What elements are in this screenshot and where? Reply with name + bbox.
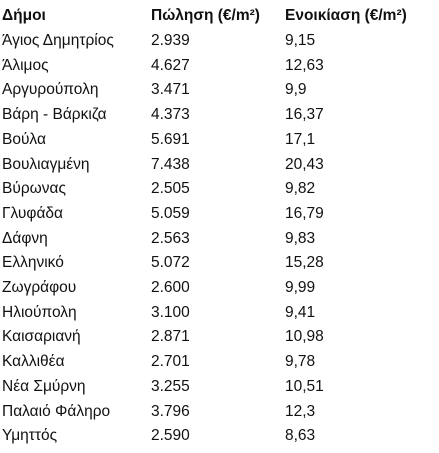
column-header: Δήμοι [2, 7, 46, 24]
value-cell: 2.590 [151, 427, 190, 445]
value-cell: 9,99 [285, 279, 316, 296]
value-cell: 3.255 [151, 377, 190, 395]
value-cell: 3.100 [151, 303, 190, 321]
value-cell: 9,9 [285, 81, 307, 99]
value-cell: 16,79 [285, 204, 324, 222]
value-cell: 2.505 [151, 180, 190, 198]
municipality-cell: Ζωγράφου [2, 279, 77, 296]
value-cell: 2.600 [151, 279, 190, 296]
value-cell: 2.563 [151, 229, 190, 247]
municipality-cell: Βούλα [2, 130, 46, 148]
municipality-cell: Παλαιό Φάληρο [2, 402, 111, 420]
municipality-cell: Ελληνικό [2, 254, 64, 272]
municipality-cell: Ηλιούπολη [2, 303, 77, 321]
municipality-cell: Καισαριανή [2, 328, 81, 346]
column-header: Ενοικίαση (€/m²) [285, 7, 407, 24]
municipality-cell: Άλιμος [2, 56, 49, 74]
value-cell: 5.072 [151, 254, 190, 272]
value-cell: 9,41 [285, 303, 316, 321]
value-cell: 3.471 [151, 81, 190, 99]
value-cell: 12,3 [285, 402, 316, 420]
value-cell: 9,83 [285, 229, 316, 247]
value-cell: 10,51 [285, 377, 324, 395]
value-cell: 15,28 [285, 254, 324, 272]
value-cell: 4.627 [151, 56, 190, 74]
municipality-cell: Γλυφάδα [2, 204, 63, 222]
value-cell: 8,63 [285, 427, 316, 445]
municipality-cell: Καλλιθέα [2, 353, 65, 371]
value-cell: 12,63 [285, 56, 324, 74]
value-cell: 9,82 [285, 180, 316, 198]
value-cell: 16,37 [285, 106, 324, 124]
municipality-cell: Βύρωνας [2, 180, 66, 198]
value-cell: 20,43 [285, 155, 324, 173]
municipality-cell: Αργυρούπολη [2, 81, 99, 99]
value-cell: 10,98 [285, 328, 324, 346]
value-cell: 2.871 [151, 328, 190, 346]
value-cell: 17,1 [285, 130, 316, 148]
value-cell: 5.059 [151, 204, 190, 222]
municipality-cell: Βάρη - Βάρκιζα [2, 106, 107, 124]
municipality-cell: Υμηττός [2, 427, 58, 445]
column-header: Πώληση (€/m²) [151, 7, 260, 24]
municipality-cell: Νέα Σμύρνη [2, 377, 86, 395]
municipality-cell: Δάφνη [2, 229, 48, 247]
value-cell: 9,15 [285, 32, 316, 49]
municipality-cell: Άγιος Δημητρίος [2, 32, 114, 49]
value-cell: 2.701 [151, 353, 190, 371]
value-cell: 9,78 [285, 353, 316, 371]
value-cell: 7.438 [151, 155, 190, 173]
value-cell: 5.691 [151, 130, 190, 148]
value-cell: 4.373 [151, 106, 190, 124]
municipality-cell: Βουλιαγμένη [2, 155, 90, 173]
value-cell: 3.796 [151, 402, 190, 420]
value-cell: 2.939 [151, 32, 190, 49]
